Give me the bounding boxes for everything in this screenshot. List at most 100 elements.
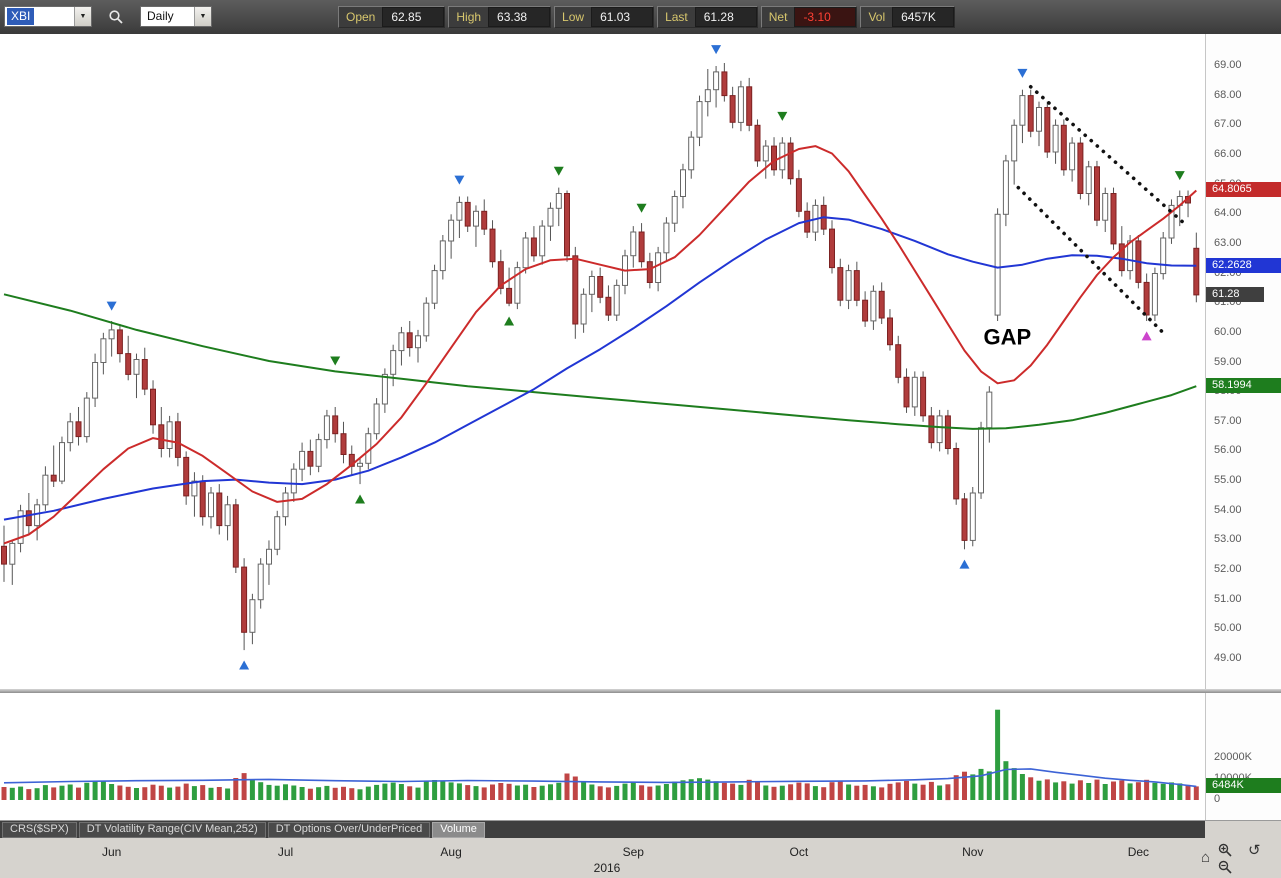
quote-label: Net [768, 10, 788, 24]
volume-bar [456, 783, 462, 800]
candle-down [199, 480, 206, 518]
volume-bar [779, 785, 785, 800]
volume-bar [796, 782, 802, 800]
quote-field-net: Net -3.10 [760, 6, 858, 28]
candle-down [878, 290, 885, 319]
study-tab-volume[interactable]: Volume [432, 821, 485, 838]
price-axis-panel[interactable]: 69.0068.0067.0066.0065.0064.0063.0062.00… [1205, 34, 1281, 690]
candle-down [1027, 95, 1034, 132]
symbol-value[interactable]: XBI [7, 8, 35, 25]
volume-bar [266, 784, 272, 800]
candle-down [771, 145, 777, 171]
price-tick-label: 51.00 [1214, 592, 1242, 605]
candle-up [390, 350, 397, 375]
quote-field-open: Open 62.85 [338, 6, 446, 28]
volume-bar [531, 787, 537, 800]
volume-bar [887, 783, 893, 800]
candle-down [125, 353, 132, 375]
price-tick-label: 54.00 [1214, 503, 1242, 516]
candle-up [357, 462, 363, 467]
volume-bar [1011, 768, 1017, 800]
candle-up [166, 421, 173, 449]
candle-down [50, 474, 57, 482]
volume-bar [879, 787, 885, 800]
volume-bar [357, 789, 363, 800]
period-select[interactable]: Daily ▼ [140, 6, 212, 27]
chevron-down-icon: ▼ [79, 13, 87, 20]
volume-bar [1144, 779, 1150, 800]
volume-bar [655, 785, 661, 800]
symbol-dropdown-button[interactable]: ▼ [74, 7, 91, 26]
candle-down [348, 453, 355, 467]
price-badge: 64.8065 [1206, 182, 1281, 198]
volume-bar [680, 780, 686, 800]
quote-value: 61.03 [591, 7, 654, 27]
year-label: 2016 [593, 861, 621, 875]
symbol-input[interactable]: XBI ▼ [4, 6, 92, 27]
candle-up [473, 210, 479, 227]
volume-bar [854, 785, 860, 800]
candle-up [431, 270, 438, 304]
candle-down [530, 237, 537, 257]
candle-up [448, 219, 455, 242]
candle-up [191, 480, 198, 497]
volume-bar [895, 782, 901, 800]
candle-up [17, 510, 24, 544]
signal-marker-up [355, 494, 366, 504]
volume-bar [705, 779, 711, 800]
volume-bar [200, 785, 206, 800]
volume-axis-panel[interactable]: 20000K10000K06484K [1205, 693, 1281, 820]
price-tick-label: 49.00 [1214, 652, 1242, 664]
zoom-out-button[interactable] [1218, 860, 1233, 877]
candle-up [1011, 124, 1018, 162]
volume-bar [846, 784, 852, 800]
volume-bar [1053, 782, 1059, 800]
reset-view-button[interactable]: ↺ [1248, 843, 1261, 858]
volume-bar [18, 786, 24, 800]
candle-down [174, 421, 181, 458]
volume-bar [622, 783, 628, 800]
volume-bar [1028, 777, 1034, 800]
study-tab-dt-volatility-range-civ-mean-252-[interactable]: DT Volatility Range(CIV Mean,252) [78, 821, 266, 838]
candle-up [208, 492, 214, 518]
candle-up [994, 213, 1001, 316]
volume-bar [970, 774, 976, 800]
study-tabbar: CRS($SPX) DT Volatility Range(CIV Mean,25… [0, 821, 1205, 838]
volume-bar [928, 781, 934, 800]
candle-down [944, 415, 951, 449]
candle-down [837, 267, 844, 301]
price-chart[interactable]: GAP [0, 34, 1205, 690]
pane-splitter[interactable] [0, 689, 1281, 693]
candle-down [506, 287, 513, 304]
symbol-search-button[interactable] [104, 6, 128, 28]
month-tick-label: Jul [277, 845, 294, 859]
volume-bar [117, 785, 123, 800]
study-tab-crs-spx-[interactable]: CRS($SPX) [2, 821, 77, 838]
volume-bar [1193, 786, 1199, 800]
volume-bar [283, 784, 288, 801]
trendline-dotted [1016, 185, 1165, 335]
period-dropdown-button[interactable]: ▼ [194, 7, 211, 26]
volume-bar [672, 781, 678, 800]
candle-down [605, 296, 612, 316]
quote-bar: Open 62.85 High 63.38 Low 61.03 Last 61.28 Net -3… [338, 6, 958, 28]
candle-up [133, 359, 140, 375]
candle-up [936, 415, 943, 444]
quote-field-low: Low 61.03 [554, 6, 655, 28]
study-tab-dt-options-over-underpriced[interactable]: DT Options Over/UnderPriced [267, 821, 431, 838]
candle-up [588, 276, 595, 295]
home-button[interactable]: ⌂ [1201, 850, 1210, 865]
quote-field-high: High 63.38 [448, 6, 552, 28]
volume-bar [556, 782, 562, 800]
candle-down [1077, 142, 1084, 194]
signal-marker-down [106, 301, 117, 311]
candle-up [655, 252, 662, 284]
candle-up [671, 196, 678, 224]
volume-bar [382, 783, 388, 800]
zoom-in-button[interactable] [1218, 843, 1233, 860]
candle-up [986, 391, 993, 429]
volume-bar [415, 787, 421, 800]
volume-chart[interactable] [0, 693, 1205, 820]
volume-bar [1036, 780, 1042, 800]
price-tick-label: 57.00 [1214, 414, 1242, 427]
